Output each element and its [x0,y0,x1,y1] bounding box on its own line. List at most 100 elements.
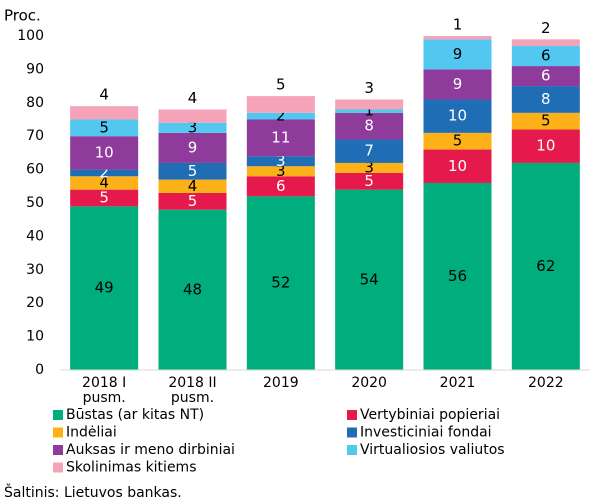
bar-segment [335,112,404,140]
bar-segment [70,169,139,177]
bar-segment [158,122,227,133]
y-tick-label: 30 [26,262,44,278]
bar-segment [511,66,580,87]
legend-label: Virtualiosios valiutos [360,442,505,458]
bar-segment [246,166,315,177]
y-tick-label: 60 [26,162,44,178]
bar-segment [158,132,227,163]
data-label: 6 [276,177,286,195]
legend-label: Indėliai [66,425,117,441]
bar-segment [70,106,139,120]
legend-swatch [53,427,63,438]
bar-segment [246,196,315,370]
data-label: 1 [364,102,374,120]
bar-segment [246,112,315,120]
bar-segment [511,129,580,163]
data-label: 3 [364,158,374,176]
data-label: 49 [95,279,114,297]
data-label: 3 [276,152,286,170]
bar-segment [158,162,227,180]
legend-swatch [53,462,63,473]
data-label: 5 [364,172,374,190]
data-label: 48 [183,280,202,298]
bar-segment [423,39,492,70]
x-tick-label: 2019 [263,375,299,391]
x-tick-label: 2021 [439,375,476,391]
data-label: 2 [99,163,109,181]
bar-segment [335,172,404,190]
x-tick-label: 2022 [528,375,564,391]
data-label: 56 [448,267,467,285]
bar-segment [158,109,227,123]
data-label: 5 [276,76,286,94]
bar-segment [158,192,227,210]
data-label: 5 [99,188,109,206]
data-label: 9 [453,45,463,63]
y-tick-label: 100 [17,28,44,44]
bar-segment [246,119,315,157]
bar-segment [158,179,227,193]
data-label: 8 [364,117,374,135]
data-label: 4 [188,177,198,195]
bar-segment [246,156,315,167]
bar-segment [423,36,492,40]
legend-swatch [53,410,63,420]
data-label: 54 [360,270,379,288]
bar-segment [335,99,404,110]
y-axis-label: Proc. [4,7,41,25]
x-tick-label: 2020 [351,375,387,391]
data-label: 2 [276,107,286,125]
data-label: 6 [541,67,551,85]
bar-segment [423,69,492,100]
bar-segment [511,162,580,370]
data-label: 5 [99,118,109,136]
data-label: 10 [448,107,467,125]
data-label: 1 [453,16,463,34]
legend-swatch [347,445,357,455]
y-tick-label: 0 [35,362,44,378]
bar-segment [246,176,315,197]
data-label: 5 [453,132,463,150]
source: Šaltinis: Lietuvos bankas. [4,483,182,501]
data-label: 6 [541,47,551,65]
bar-segment [70,119,139,137]
y-tick-label: 50 [26,195,44,211]
bar-segment [335,109,404,113]
data-label: 7 [364,142,374,160]
bar-segment [246,96,315,113]
data-label: 8 [541,90,551,108]
data-label: 4 [188,89,198,107]
data-label: 52 [271,274,290,292]
legend-label: Auksas ir meno dirbiniai [66,442,235,458]
data-label: 5 [188,192,198,210]
bar-segment [158,209,227,370]
bar-segment [335,162,404,173]
y-tick-label: 80 [26,95,44,111]
bar-segment [335,139,404,163]
bar-segment [511,112,580,130]
data-label: 10 [448,157,467,175]
legend-label: Būstas (ar kitas NT) [66,407,204,423]
legend-swatch [347,427,357,438]
legend-label: Investiciniai fondai [360,425,492,441]
y-tick-label: 70 [26,128,44,144]
data-label: 10 [536,137,555,155]
legend-label: Vertybiniai popieriai [360,407,500,423]
data-label: 2 [541,19,551,37]
y-tick-label: 10 [26,329,44,345]
data-label: 4 [99,173,109,191]
data-label: 9 [453,75,463,93]
bar-segment [511,39,580,47]
bar-segment [70,136,139,170]
bar-segment [70,189,139,207]
data-label: 62 [536,257,555,275]
data-label: 5 [188,162,198,180]
data-label: 5 [541,112,551,130]
data-label: 3 [364,79,374,97]
y-tick-label: 20 [26,295,44,311]
data-label: 3 [188,118,198,136]
bar-segment [70,176,139,190]
bar-segment [423,182,492,370]
